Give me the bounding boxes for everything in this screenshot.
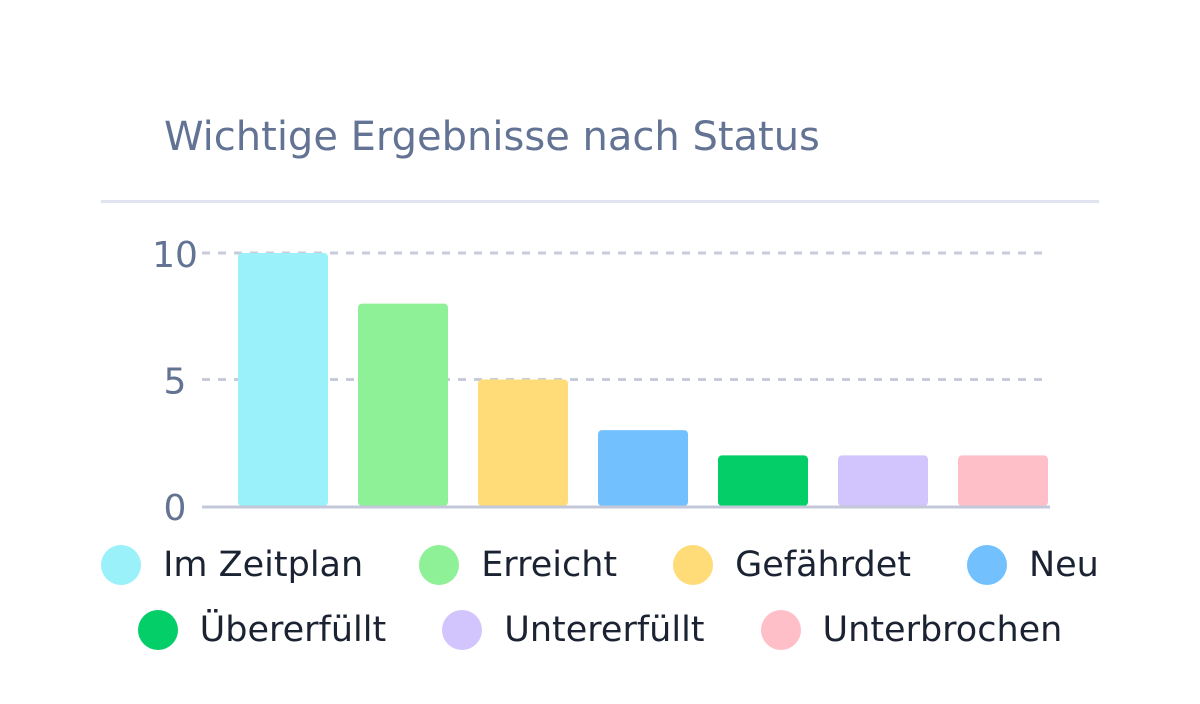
legend-item[interactable]: Untererfüllt — [442, 610, 705, 650]
legend-swatch — [101, 545, 142, 585]
bar — [238, 253, 328, 506]
legend-row: Übererfüllt Untererfüllt Unterbrochen — [0, 610, 1200, 650]
bar — [958, 455, 1048, 506]
legend-swatch — [966, 545, 1007, 585]
legend-label: Im Zeitplan — [163, 545, 364, 585]
legend-label: Neu — [1028, 545, 1099, 585]
y-tick-label: 10 — [152, 235, 198, 276]
bar — [718, 455, 808, 506]
legend-swatch — [419, 545, 460, 585]
bar — [478, 379, 568, 506]
legend-label: Unterbrochen — [822, 610, 1063, 650]
legend-swatch — [673, 545, 714, 585]
chart-title: Wichtige Ergebnisse nach Status — [164, 114, 820, 160]
legend-swatch — [760, 610, 801, 650]
legend-item[interactable]: Neu — [966, 545, 1099, 585]
legend-label: Übererfüllt — [199, 610, 387, 650]
bar — [838, 455, 928, 506]
legend-item[interactable]: Unterbrochen — [760, 610, 1063, 650]
title-divider — [101, 200, 1099, 203]
legend-item[interactable]: Erreicht — [419, 545, 617, 585]
legend-item[interactable]: Übererfüllt — [137, 610, 387, 650]
y-tick-label: 0 — [164, 488, 187, 529]
bar — [598, 430, 688, 506]
legend-item[interactable]: Gefährdet — [673, 545, 911, 585]
legend-item[interactable]: Im Zeitplan — [101, 545, 363, 585]
y-tick-label: 5 — [164, 362, 187, 403]
legend-label: Untererfüllt — [504, 610, 705, 650]
legend-swatch — [442, 610, 483, 650]
legend-label: Gefährdet — [735, 545, 911, 585]
legend-swatch — [137, 610, 178, 650]
legend-row: Im Zeitplan Erreicht Gefährdet Neu — [0, 545, 1200, 585]
legend-label: Erreicht — [481, 545, 618, 585]
bar — [358, 303, 448, 506]
